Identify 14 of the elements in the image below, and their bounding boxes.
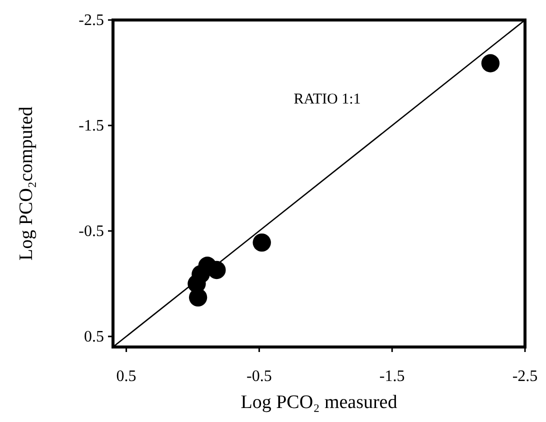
annotation: RATIO 1:1 <box>294 91 361 108</box>
x-tick-label: -0.5 <box>246 368 272 385</box>
x-tick-label: -2.5 <box>512 368 538 385</box>
x-tick-label: 0.5 <box>116 368 136 385</box>
y-tick-label: -2.5 <box>78 12 104 29</box>
y-tick-label: -1.5 <box>78 117 104 134</box>
point <box>481 54 500 72</box>
y-tick-label: -0.5 <box>78 222 104 240</box>
point <box>208 260 226 280</box>
x-tick-label: -1.5 <box>379 368 405 385</box>
x-axis-title: Log PCO₂ measured <box>240 392 398 413</box>
y-tick-label: 0.5 <box>84 328 104 346</box>
y-axis-title: Log PCO₂computed <box>16 106 37 260</box>
point <box>252 233 271 252</box>
